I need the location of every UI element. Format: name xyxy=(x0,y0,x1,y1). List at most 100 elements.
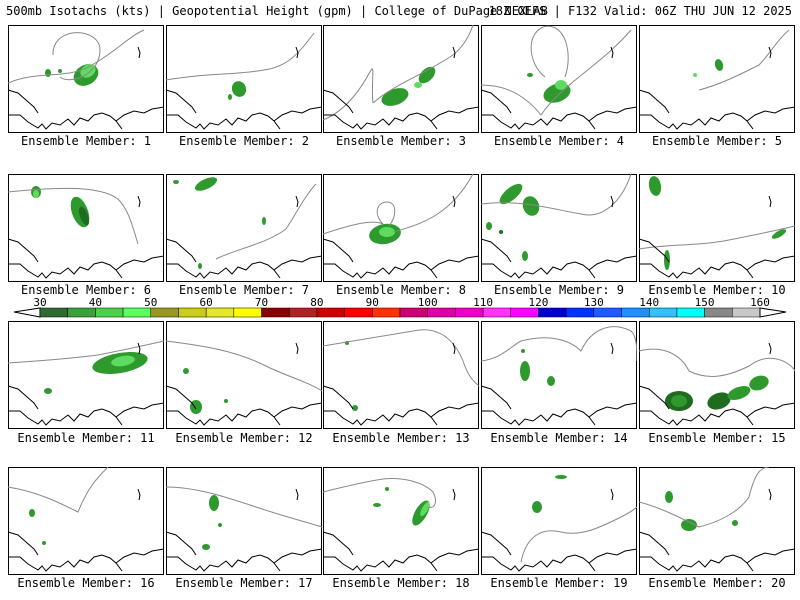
isotach-shading xyxy=(183,368,189,374)
map-canvas xyxy=(323,467,479,575)
colorbar-segment xyxy=(676,307,705,318)
map-frame xyxy=(166,25,322,133)
coastline xyxy=(768,488,772,501)
isotach-shading xyxy=(707,392,731,410)
coastline xyxy=(639,554,754,572)
coastline xyxy=(430,255,479,271)
coastline xyxy=(137,342,141,355)
coastline xyxy=(452,46,456,59)
geopotential-height-contour xyxy=(481,25,632,116)
coastline xyxy=(610,46,614,59)
colorbar-segment xyxy=(372,307,401,318)
colorbar-segment xyxy=(150,307,179,318)
ensemble-member-label: Ensemble Member: 11 xyxy=(17,431,155,445)
map-frame xyxy=(166,321,322,429)
border-line xyxy=(8,385,39,410)
geopotential-height-contour xyxy=(166,486,322,528)
colorbar-segment xyxy=(178,307,207,318)
ensemble-map-14 xyxy=(481,321,637,429)
geopotential-height-contour xyxy=(639,348,795,377)
border-line xyxy=(323,385,354,410)
map-canvas xyxy=(323,174,479,282)
isotach-shading xyxy=(228,94,232,100)
isotach-shading xyxy=(385,487,389,491)
coastline xyxy=(323,112,438,130)
ensemble-member-label: Ensemble Member: 8 xyxy=(335,283,467,297)
coastline xyxy=(481,261,596,279)
ensemble-member-label: Ensemble Member: 17 xyxy=(175,576,313,590)
isotach-shading xyxy=(33,190,39,198)
colorbar-segment xyxy=(122,307,152,318)
isotach-shading xyxy=(224,399,228,403)
colorbar-tick-label: 50 xyxy=(144,296,158,309)
colorbar-segment xyxy=(732,307,761,318)
coastline xyxy=(166,261,281,279)
colorbar-segment xyxy=(288,307,318,318)
isotach-shading xyxy=(418,66,436,84)
isotach-shading xyxy=(714,59,724,71)
ensemble-member-label: Ensemble Member: 1 xyxy=(20,134,152,148)
ensemble-map-18 xyxy=(323,467,479,575)
colorbar-segment xyxy=(95,307,124,318)
ensemble-map-8 xyxy=(323,174,479,282)
colorbar-tick-label: 70 xyxy=(254,296,269,309)
isotach-shading xyxy=(262,217,266,225)
isotach-colorbar: 30405060708090100110120130140150160170 xyxy=(0,296,800,320)
border-line xyxy=(8,238,39,263)
coastline xyxy=(639,261,754,279)
isotach-shading xyxy=(520,361,530,381)
coastline xyxy=(452,342,456,355)
map-canvas xyxy=(323,25,479,133)
border-line xyxy=(639,531,670,556)
geopotential-height-contour xyxy=(8,467,109,513)
coastline xyxy=(295,195,299,208)
coastline xyxy=(295,342,299,355)
colorbar-segment xyxy=(399,307,428,318)
coastline xyxy=(323,408,438,426)
colorbar-tick-label: 140 xyxy=(639,296,660,309)
border-line xyxy=(166,385,197,410)
map-title: 500mb Isotachs (kts) | Geopotential Heig… xyxy=(6,4,796,20)
coastline xyxy=(295,46,299,59)
colorbar-segment xyxy=(565,307,595,318)
coastline xyxy=(8,408,123,426)
border-line xyxy=(639,89,670,114)
colorbar-segment xyxy=(510,307,539,318)
coastline xyxy=(8,554,123,572)
coastline xyxy=(166,554,281,572)
colorbar-segment xyxy=(593,307,622,318)
border-line xyxy=(481,385,512,410)
coastline xyxy=(452,488,456,501)
ensemble-member-label: Ensemble Member: 13 xyxy=(332,431,470,445)
isotach-shading xyxy=(527,73,533,77)
coastline xyxy=(115,402,164,418)
geopotential-height-contour xyxy=(481,174,632,216)
coastline xyxy=(273,255,322,271)
isotach-shading xyxy=(78,206,90,226)
ensemble-map-7 xyxy=(166,174,322,282)
border-line xyxy=(323,238,354,263)
ensemble-member-label: Ensemble Member: 10 xyxy=(648,283,786,297)
colorbar-segment xyxy=(648,307,678,318)
colorbar-segment xyxy=(427,307,456,318)
coastline xyxy=(8,261,123,279)
map-canvas xyxy=(639,321,795,429)
isotach-shading xyxy=(693,73,697,77)
coastline xyxy=(166,112,281,130)
map-frame xyxy=(639,25,795,133)
isotach-shading xyxy=(231,81,247,97)
isotach-shading xyxy=(681,519,697,531)
coastline xyxy=(481,408,596,426)
colorbar-segment xyxy=(205,307,235,318)
map-canvas xyxy=(639,467,795,575)
isotach-shading xyxy=(499,183,523,205)
coastline xyxy=(610,195,614,208)
ensemble-map-15 xyxy=(639,321,795,429)
isotach-shading xyxy=(42,541,46,545)
border-line xyxy=(639,238,670,263)
geopotential-height-contour xyxy=(166,32,315,81)
isotach-shading xyxy=(664,250,670,270)
geopotential-height-contour xyxy=(520,506,637,563)
ensemble-map-1 xyxy=(8,25,164,133)
coastline xyxy=(430,402,479,418)
